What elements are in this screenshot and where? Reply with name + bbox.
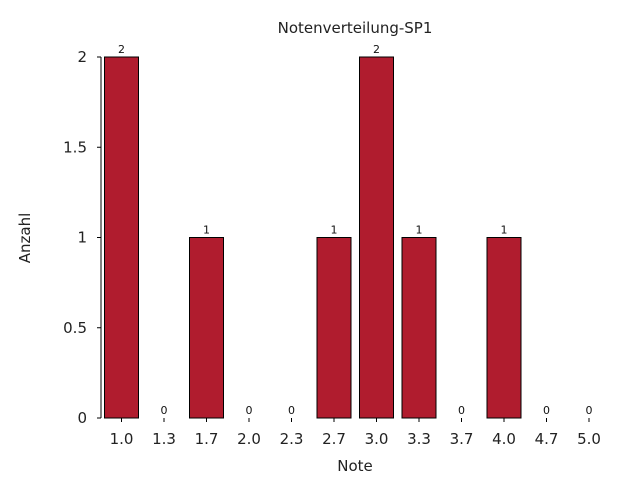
y-axis-ticks: 0 0.5 1 1.5 2 xyxy=(63,48,101,427)
x-tick-label: 1.3 xyxy=(152,430,176,448)
data-labels-group: 2 0 1 0 0 1 2 1 0 1 0 0 xyxy=(118,43,593,417)
x-axis-ticks: 1.0 1.3 1.7 2.0 2.3 2.7 3.0 3.3 3.7 4.0 4.7 5.0 xyxy=(110,418,601,448)
bar-3.0 xyxy=(359,56,394,419)
bar-4.0 xyxy=(486,237,522,419)
x-tick-label: 3.7 xyxy=(450,430,474,448)
y-tick-label: 1 xyxy=(77,229,87,247)
y-tick-label: 1.5 xyxy=(63,138,87,156)
chart-title: Notenverteilung-SP1 xyxy=(278,19,433,37)
data-label-4.0: 1 xyxy=(501,224,508,237)
x-tick-label: 2.0 xyxy=(237,430,261,448)
x-tick-label: 4.7 xyxy=(535,430,559,448)
data-label-5.0: 0 xyxy=(586,404,593,417)
x-tick-label: 5.0 xyxy=(577,430,601,448)
x-tick-label: 1.7 xyxy=(195,430,219,448)
data-label-3.7: 0 xyxy=(458,404,465,417)
bar-2.7 xyxy=(316,237,352,419)
bar-1.0 xyxy=(104,56,139,419)
bars-group xyxy=(104,56,522,419)
bar-3.3 xyxy=(401,237,437,419)
y-tick-label: 0.5 xyxy=(63,319,87,337)
data-label-3.0: 2 xyxy=(373,43,380,56)
x-tick-label: 3.3 xyxy=(407,430,431,448)
data-label-2.0: 0 xyxy=(246,404,253,417)
y-axis-label: Anzahl xyxy=(16,213,34,264)
y-tick-label: 2 xyxy=(77,48,87,66)
data-label-4.7: 0 xyxy=(543,404,550,417)
x-tick-label: 1.0 xyxy=(110,430,134,448)
bar-1.7 xyxy=(189,237,224,419)
x-tick-label: 2.7 xyxy=(322,430,346,448)
data-label-1.3: 0 xyxy=(161,404,168,417)
data-label-2.3: 0 xyxy=(288,404,295,417)
data-label-2.7: 1 xyxy=(331,224,338,237)
data-label-1.0: 2 xyxy=(118,43,125,56)
y-tick-label: 0 xyxy=(77,409,87,427)
data-label-1.7: 1 xyxy=(203,224,210,237)
data-label-3.3: 1 xyxy=(416,224,423,237)
x-axis-label: Note xyxy=(337,457,373,475)
x-tick-label: 3.0 xyxy=(365,430,389,448)
x-tick-label: 4.0 xyxy=(492,430,516,448)
x-tick-label: 2.3 xyxy=(280,430,304,448)
